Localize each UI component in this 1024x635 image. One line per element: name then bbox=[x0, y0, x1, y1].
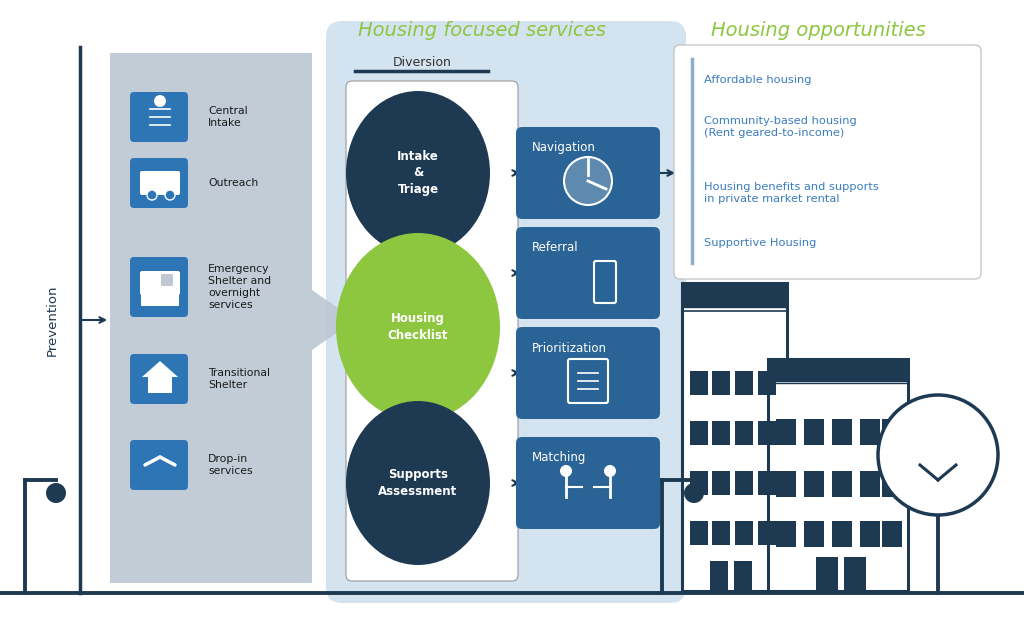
Text: Drop-in
services: Drop-in services bbox=[208, 454, 253, 476]
Text: Outreach: Outreach bbox=[208, 178, 258, 188]
Bar bbox=[804, 521, 824, 547]
Bar bbox=[690, 471, 708, 495]
FancyBboxPatch shape bbox=[516, 127, 660, 219]
Bar bbox=[831, 419, 852, 445]
Bar bbox=[776, 419, 796, 445]
Bar bbox=[804, 471, 824, 497]
Bar bbox=[690, 521, 708, 545]
Bar bbox=[712, 421, 730, 445]
Bar bbox=[690, 421, 708, 445]
Bar bbox=[734, 561, 752, 591]
Bar bbox=[712, 471, 730, 495]
Bar bbox=[831, 521, 852, 547]
Bar bbox=[735, 371, 753, 395]
FancyBboxPatch shape bbox=[130, 158, 188, 208]
Text: Community-based housing
(Rent geared-to-income): Community-based housing (Rent geared-to-… bbox=[705, 116, 857, 138]
Circle shape bbox=[165, 190, 175, 200]
Bar bbox=[860, 521, 880, 547]
Bar bbox=[758, 371, 776, 395]
FancyBboxPatch shape bbox=[400, 375, 436, 410]
Bar bbox=[758, 471, 776, 495]
Bar bbox=[882, 521, 902, 547]
FancyBboxPatch shape bbox=[400, 385, 436, 415]
FancyBboxPatch shape bbox=[674, 45, 981, 279]
Bar bbox=[682, 283, 787, 591]
FancyBboxPatch shape bbox=[516, 227, 660, 319]
FancyBboxPatch shape bbox=[148, 375, 172, 393]
Circle shape bbox=[46, 483, 66, 503]
Text: Intake
&
Triage: Intake & Triage bbox=[397, 149, 439, 196]
Bar bbox=[860, 471, 880, 497]
Circle shape bbox=[878, 395, 998, 515]
FancyBboxPatch shape bbox=[130, 257, 188, 317]
FancyBboxPatch shape bbox=[130, 92, 188, 142]
FancyBboxPatch shape bbox=[140, 171, 180, 195]
Bar bbox=[860, 419, 880, 445]
Bar bbox=[712, 371, 730, 395]
Text: Central
Intake: Central Intake bbox=[208, 106, 248, 128]
Bar bbox=[882, 471, 902, 497]
Bar bbox=[682, 283, 787, 307]
Text: Transitional
Shelter: Transitional Shelter bbox=[208, 368, 270, 390]
Bar bbox=[690, 371, 708, 395]
Circle shape bbox=[564, 157, 612, 205]
Bar bbox=[758, 421, 776, 445]
Bar bbox=[776, 471, 796, 497]
Text: Prevention: Prevention bbox=[45, 284, 58, 356]
Text: Supportive Housing: Supportive Housing bbox=[705, 238, 816, 248]
Text: Supports
Assessment: Supports Assessment bbox=[379, 468, 458, 498]
Text: Prioritization: Prioritization bbox=[532, 342, 607, 354]
Polygon shape bbox=[110, 53, 355, 583]
Bar bbox=[735, 421, 753, 445]
Bar bbox=[844, 557, 866, 591]
Circle shape bbox=[560, 465, 572, 477]
Text: Emergency
Shelter and
overnight
services: Emergency Shelter and overnight services bbox=[208, 264, 271, 310]
Bar bbox=[768, 359, 908, 381]
Bar bbox=[758, 521, 776, 545]
Bar bbox=[735, 471, 753, 495]
FancyBboxPatch shape bbox=[130, 354, 188, 404]
Ellipse shape bbox=[336, 233, 500, 421]
FancyBboxPatch shape bbox=[400, 210, 436, 240]
FancyBboxPatch shape bbox=[516, 437, 660, 529]
Text: Navigation: Navigation bbox=[532, 142, 596, 154]
Circle shape bbox=[147, 190, 157, 200]
Circle shape bbox=[604, 465, 616, 477]
FancyBboxPatch shape bbox=[346, 81, 518, 581]
Text: Matching: Matching bbox=[532, 451, 587, 464]
Bar bbox=[776, 521, 796, 547]
FancyBboxPatch shape bbox=[516, 327, 660, 419]
FancyBboxPatch shape bbox=[130, 440, 188, 490]
Bar bbox=[882, 419, 902, 445]
Text: Housing benefits and supports
in private market rental: Housing benefits and supports in private… bbox=[705, 182, 879, 204]
Text: Housing focused services: Housing focused services bbox=[358, 20, 606, 39]
FancyBboxPatch shape bbox=[140, 271, 180, 295]
Bar bbox=[712, 521, 730, 545]
Bar bbox=[710, 561, 728, 591]
Ellipse shape bbox=[346, 91, 490, 255]
Text: Housing
Checklist: Housing Checklist bbox=[388, 312, 449, 342]
Circle shape bbox=[684, 483, 705, 503]
Bar bbox=[768, 359, 908, 591]
FancyBboxPatch shape bbox=[141, 294, 179, 306]
FancyBboxPatch shape bbox=[161, 274, 173, 286]
Text: Referral: Referral bbox=[532, 241, 579, 255]
Text: Affordable housing: Affordable housing bbox=[705, 75, 811, 85]
Bar bbox=[735, 521, 753, 545]
Circle shape bbox=[154, 95, 166, 107]
FancyBboxPatch shape bbox=[400, 215, 436, 245]
Ellipse shape bbox=[346, 401, 490, 565]
Bar bbox=[831, 471, 852, 497]
Bar bbox=[816, 557, 838, 591]
Polygon shape bbox=[142, 361, 178, 377]
Bar bbox=[804, 419, 824, 445]
Text: Diversion: Diversion bbox=[392, 57, 452, 69]
Text: Housing opportunities: Housing opportunities bbox=[711, 20, 926, 39]
FancyBboxPatch shape bbox=[326, 21, 686, 603]
